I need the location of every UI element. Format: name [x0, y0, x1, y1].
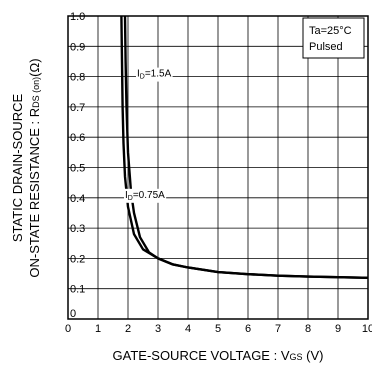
x-tick-label: 6 — [245, 323, 251, 335]
plot-frame — [67, 15, 369, 320]
y-tick-label: 1.0 — [70, 11, 85, 23]
y-tick-label: 0.5 — [70, 163, 85, 175]
x-tick-label: 8 — [305, 323, 311, 335]
curve-annotation: ID=0.75A — [125, 190, 165, 202]
y-tick-label: 0.7 — [70, 102, 85, 114]
x-tick-label: 4 — [185, 323, 191, 335]
x-tick-label: 2 — [125, 323, 131, 335]
y-axis-label-line2: ON-STATE RESISTANCE : RDS (on)(Ω) — [27, 58, 42, 277]
series-lines — [120, 15, 369, 279]
x-tick-label: 9 — [335, 323, 341, 335]
annotation-bg — [136, 67, 173, 82]
x-tick-label: 0 — [65, 323, 71, 335]
x-tick-label: 7 — [275, 323, 281, 335]
x-tick-label: 10 — [362, 323, 372, 335]
y-tick-label: 0.3 — [70, 223, 85, 235]
condition-pulsed: Pulsed — [309, 41, 343, 53]
curve-annotations: ID=1.5A ID=0.75A — [124, 67, 173, 203]
grid — [67, 15, 369, 320]
y-tick-labels: 0 0.1 0.2 0.3 0.4 0.5 0.6 0.7 0.8 0.9 1.0 — [70, 11, 85, 320]
annotation-bg — [124, 188, 167, 203]
y-tick-label: 0.2 — [70, 253, 85, 265]
y-tick-label: 0.4 — [70, 193, 85, 205]
x-tick-labels: 0 1 2 3 4 5 6 7 8 9 10 — [65, 323, 372, 335]
y-tick-label: 0.1 — [70, 284, 85, 296]
y-axis-label-line1: STATIC DRAIN-SOURCE — [10, 94, 25, 243]
y-tick-label: 0.8 — [70, 72, 85, 84]
y-tick-label: 0.6 — [70, 132, 85, 144]
curve-annotation: ID=1.5A — [137, 69, 172, 81]
y-tick-label: 0.9 — [70, 41, 85, 53]
x-tick-label: 1 — [95, 323, 101, 335]
x-tick-label: 3 — [155, 323, 161, 335]
x-axis-label: GATE-SOURCE VOLTAGE : VGS (V) — [113, 348, 324, 363]
conditions-box: Ta=25°C Pulsed — [302, 17, 365, 59]
x-tick-label: 5 — [215, 323, 221, 335]
condition-temperature: Ta=25°C — [309, 25, 352, 37]
y-tick-label: 0 — [70, 308, 76, 320]
series-line — [123, 15, 369, 279]
y-axis-label: STATIC DRAIN-SOURCE ON-STATE RESISTANCE … — [10, 58, 42, 277]
